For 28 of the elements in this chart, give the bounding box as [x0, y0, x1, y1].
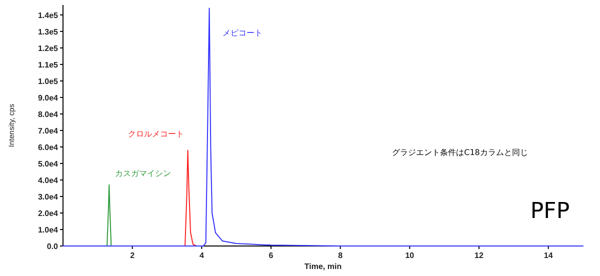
- x-tick-label: 10: [405, 251, 415, 260]
- y-tick-label: 1.0e4: [38, 225, 59, 234]
- y-tick-label: 6.0e4: [38, 142, 59, 152]
- y-tick-label: 8.0e4: [38, 110, 59, 119]
- y-tick-label: 0.0: [46, 242, 59, 251]
- x-axis-title: Time, min: [304, 262, 342, 271]
- y-tick-label: 7.0e4: [38, 126, 59, 136]
- x-tick-label: 12: [474, 251, 484, 260]
- annotation: グラジエント条件はC18カラムと同じ: [392, 148, 528, 157]
- y-tick-label: 1.3e5: [38, 27, 59, 36]
- y-tick-label: 1.0e5: [38, 76, 59, 86]
- x-tick-label: 4: [199, 251, 204, 260]
- x-tick-label: 6: [268, 251, 274, 260]
- annotation: PFP: [530, 199, 570, 224]
- series-label: メピコート: [222, 28, 262, 38]
- y-tick-label: 9.0e4: [38, 93, 59, 102]
- y-tick-label: 1.2e5: [38, 44, 59, 53]
- series-label: クロルメコート: [128, 129, 184, 138]
- x-tick-label: 8: [338, 251, 344, 260]
- y-tick-label: 4.0e4: [38, 176, 59, 185]
- series-label: カスガマイシン: [115, 168, 172, 178]
- y-tick-label: 1.1e5: [38, 60, 59, 70]
- x-tick-label: 2: [130, 251, 136, 260]
- x-tick-label: 14: [544, 251, 554, 260]
- y-tick-label: 1.4e5: [38, 10, 59, 20]
- y-tick-label: 3.0e4: [38, 192, 59, 202]
- y-tick-label: 2.0e4: [38, 208, 59, 218]
- y-tick-label: 5.0e4: [38, 159, 59, 168]
